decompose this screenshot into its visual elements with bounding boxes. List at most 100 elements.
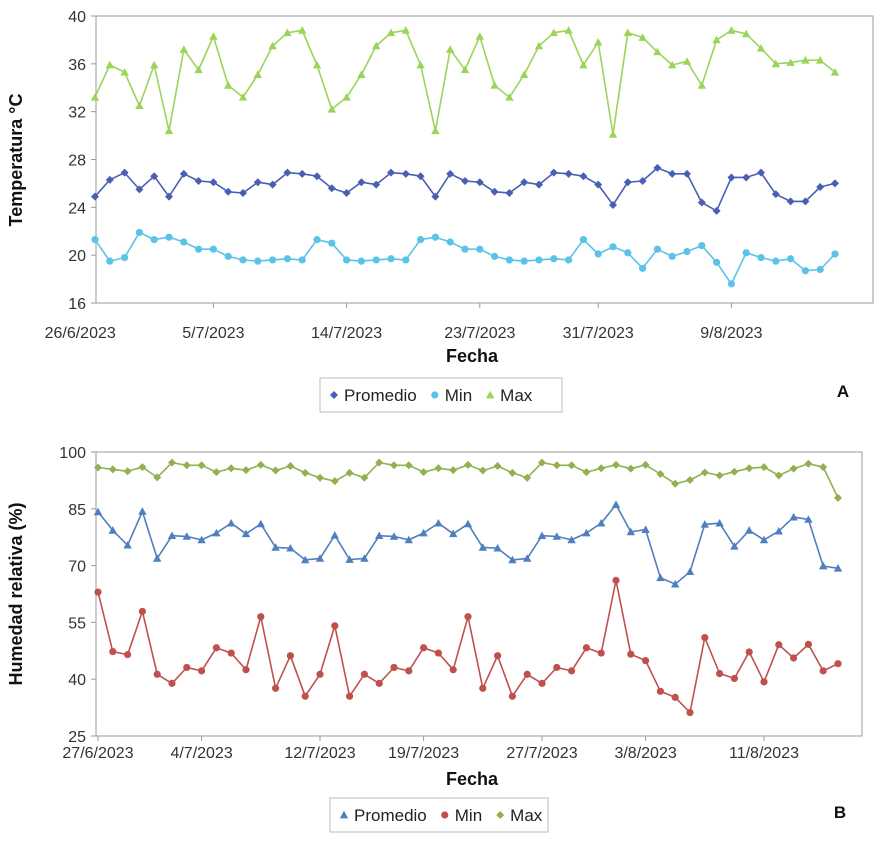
data-point bbox=[268, 41, 277, 50]
data-point bbox=[727, 26, 736, 34]
data-point bbox=[431, 192, 440, 201]
data-point bbox=[227, 518, 236, 527]
data-point bbox=[786, 197, 795, 206]
y-tick-label: 20 bbox=[68, 248, 86, 265]
data-point bbox=[553, 663, 561, 672]
data-point bbox=[567, 461, 576, 470]
data-point bbox=[537, 531, 547, 540]
data-point bbox=[831, 250, 839, 258]
data-point bbox=[683, 247, 691, 256]
data-point bbox=[105, 60, 114, 69]
data-point bbox=[715, 518, 724, 527]
data-point bbox=[106, 257, 114, 265]
data-point bbox=[401, 169, 410, 178]
data-point bbox=[745, 464, 754, 473]
data-point bbox=[327, 184, 336, 193]
data-point bbox=[671, 479, 680, 488]
data-point bbox=[668, 169, 677, 178]
legend-marker bbox=[496, 811, 505, 819]
data-point bbox=[298, 26, 307, 34]
data-point bbox=[760, 463, 768, 472]
data-point bbox=[656, 469, 665, 478]
series-line bbox=[94, 167, 836, 212]
data-point bbox=[830, 68, 840, 76]
data-point bbox=[538, 679, 546, 687]
data-point bbox=[582, 468, 591, 477]
data-point bbox=[330, 477, 339, 486]
x-axis-title: Fecha bbox=[446, 346, 499, 366]
data-point bbox=[789, 512, 798, 521]
data-point bbox=[464, 613, 472, 621]
data-point bbox=[360, 554, 369, 562]
data-point bbox=[195, 245, 203, 253]
series-min bbox=[94, 576, 842, 717]
plot-frame bbox=[95, 15, 874, 304]
data-point bbox=[209, 32, 218, 40]
x-tick-label: 12/7/2023 bbox=[284, 745, 355, 762]
data-point bbox=[804, 459, 813, 468]
data-point bbox=[416, 60, 425, 69]
data-point bbox=[656, 687, 665, 695]
data-point bbox=[653, 163, 662, 172]
data-point bbox=[463, 519, 473, 528]
data-point bbox=[626, 464, 635, 473]
data-point bbox=[786, 58, 795, 66]
data-point bbox=[760, 678, 768, 686]
data-point bbox=[715, 471, 724, 480]
data-point bbox=[417, 236, 425, 244]
data-point bbox=[712, 35, 721, 44]
data-point bbox=[253, 70, 262, 78]
data-point bbox=[123, 540, 132, 549]
y-tick-label: 28 bbox=[68, 153, 86, 170]
data-point bbox=[464, 460, 472, 469]
data-point bbox=[449, 529, 458, 538]
data-point bbox=[801, 267, 810, 275]
data-point bbox=[479, 684, 487, 692]
data-point bbox=[638, 177, 647, 186]
data-point bbox=[819, 561, 828, 570]
data-point bbox=[212, 528, 221, 537]
x-tick-label: 14/7/2023 bbox=[311, 325, 382, 342]
series-line bbox=[94, 231, 836, 285]
data-point bbox=[491, 252, 499, 260]
data-point bbox=[552, 461, 561, 470]
data-point bbox=[298, 256, 306, 264]
data-point bbox=[286, 462, 295, 471]
data-point bbox=[833, 564, 843, 572]
data-point bbox=[642, 657, 650, 665]
data-point bbox=[505, 188, 514, 197]
data-point bbox=[286, 652, 294, 660]
data-point bbox=[597, 649, 605, 657]
data-point bbox=[816, 183, 825, 192]
data-point bbox=[801, 197, 810, 206]
data-point bbox=[775, 641, 783, 649]
data-point bbox=[183, 663, 191, 672]
data-point bbox=[579, 172, 588, 181]
data-point bbox=[612, 576, 620, 584]
data-point bbox=[549, 28, 558, 37]
data-point bbox=[164, 126, 174, 135]
data-point bbox=[494, 652, 502, 660]
legend-entry: Promedio bbox=[354, 806, 427, 825]
x-tick-label: 9/8/2023 bbox=[700, 325, 762, 342]
data-point bbox=[461, 177, 469, 186]
data-point bbox=[360, 670, 368, 678]
data-point bbox=[93, 507, 103, 516]
data-point bbox=[816, 56, 825, 64]
data-point bbox=[475, 178, 484, 187]
data-point bbox=[653, 47, 662, 56]
data-point bbox=[552, 532, 561, 540]
x-tick-label: 5/7/2023 bbox=[182, 325, 244, 342]
series-line bbox=[97, 579, 839, 714]
data-point bbox=[301, 692, 309, 700]
data-point bbox=[774, 526, 783, 535]
data-point bbox=[94, 463, 102, 472]
data-point bbox=[345, 555, 354, 563]
data-point bbox=[257, 613, 265, 621]
legend-entry: Max bbox=[510, 806, 543, 825]
data-point bbox=[224, 252, 232, 260]
data-point bbox=[460, 65, 470, 74]
data-point bbox=[490, 81, 499, 89]
data-point bbox=[579, 60, 588, 69]
data-point bbox=[597, 518, 606, 527]
